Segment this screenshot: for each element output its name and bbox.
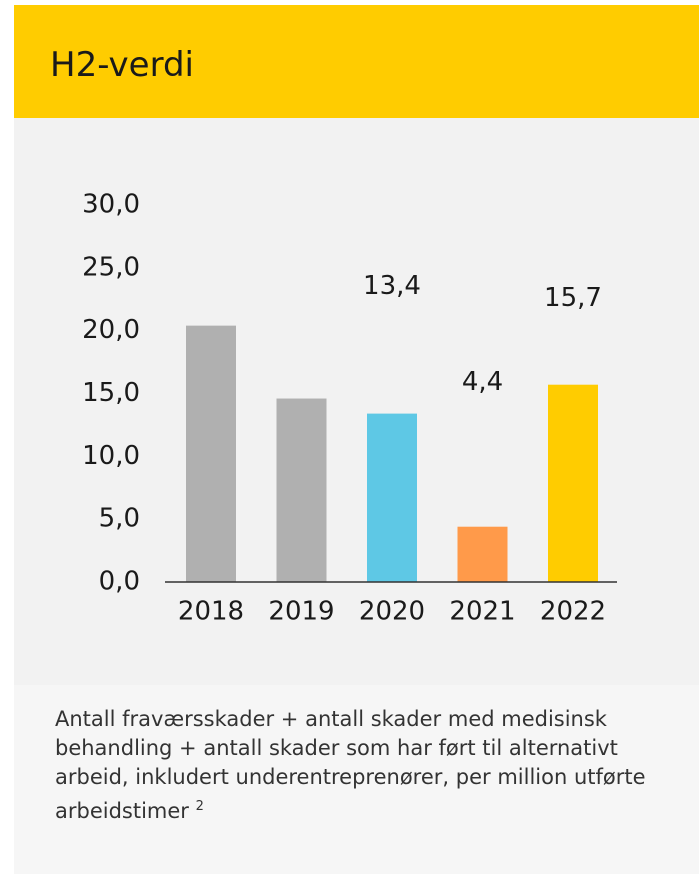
- header: H2-verdi: [14, 5, 699, 118]
- x-tick-label: 2018: [178, 597, 244, 627]
- y-tick-label: 20,0: [82, 315, 140, 345]
- y-tick-label: 10,0: [82, 441, 140, 471]
- y-tick-label: 5,0: [99, 504, 140, 534]
- footnote: Antall fraværsskader + antall skader med…: [55, 705, 680, 826]
- data-label: 13,4: [363, 271, 421, 301]
- data-label: 15,7: [544, 283, 602, 313]
- x-tick-label: 2020: [359, 597, 425, 627]
- x-tick-label: 2019: [268, 597, 334, 627]
- chart-title: H2-verdi: [50, 45, 195, 85]
- bar: [367, 413, 417, 582]
- y-tick-label: 0,0: [99, 567, 140, 597]
- x-tick-label: 2021: [449, 597, 515, 627]
- footnote-text: Antall fraværsskader + antall skader med…: [55, 707, 646, 823]
- bar: [548, 384, 598, 582]
- footnote-ref: 2: [195, 799, 204, 814]
- y-tick-label: 30,0: [82, 190, 140, 220]
- x-tick-label: 2022: [540, 597, 606, 627]
- bar: [276, 398, 327, 582]
- bar: [457, 526, 508, 582]
- bar: [186, 325, 236, 582]
- y-tick-label: 15,0: [82, 378, 140, 408]
- data-label: 4,4: [462, 367, 503, 397]
- y-tick-label: 25,0: [82, 252, 140, 282]
- note-box: Antall fraværsskader + antall skader med…: [14, 685, 699, 874]
